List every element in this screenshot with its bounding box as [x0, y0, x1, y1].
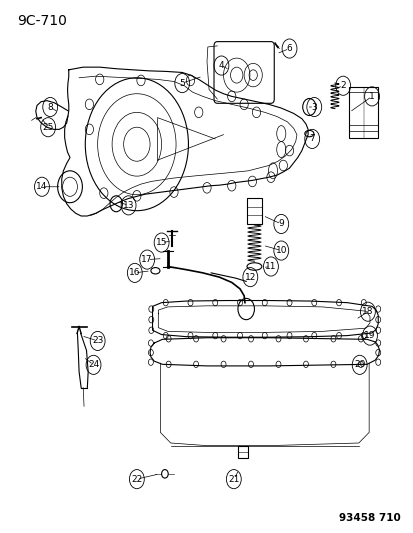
- Bar: [238, 446, 248, 458]
- Text: 17: 17: [141, 255, 152, 264]
- Text: 22: 22: [131, 475, 142, 483]
- Text: 3: 3: [311, 102, 316, 111]
- Text: 21: 21: [228, 475, 239, 483]
- Text: 2: 2: [339, 81, 345, 90]
- Text: 6: 6: [286, 44, 292, 53]
- Text: 11: 11: [265, 262, 276, 271]
- Bar: [247, 198, 261, 224]
- Text: 25: 25: [43, 123, 54, 132]
- Text: 24: 24: [88, 360, 99, 369]
- Text: 19: 19: [363, 331, 375, 340]
- Text: 9C-710: 9C-710: [17, 14, 67, 28]
- Text: 8: 8: [47, 102, 53, 111]
- Text: 18: 18: [361, 307, 373, 316]
- Text: 1: 1: [368, 92, 374, 101]
- Bar: [349, 87, 377, 138]
- Text: 14: 14: [36, 182, 47, 191]
- Text: 15: 15: [155, 238, 167, 247]
- Text: 13: 13: [123, 201, 134, 210]
- Text: 5: 5: [179, 78, 185, 87]
- Text: 23: 23: [92, 336, 103, 345]
- Text: 7: 7: [309, 134, 314, 143]
- Text: 12: 12: [244, 273, 255, 281]
- Text: 93458 710: 93458 710: [338, 513, 400, 523]
- Text: 4: 4: [218, 61, 224, 70]
- Text: 10: 10: [275, 246, 286, 255]
- Text: 16: 16: [129, 269, 140, 277]
- Text: 9: 9: [278, 220, 283, 229]
- Text: 20: 20: [353, 360, 364, 369]
